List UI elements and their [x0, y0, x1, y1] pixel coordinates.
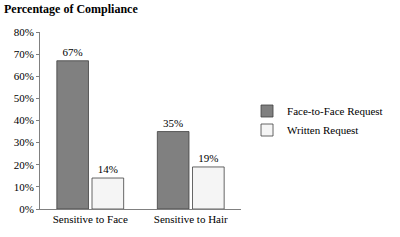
svg-text:40%: 40% [14, 114, 34, 126]
svg-text:70%: 70% [14, 48, 34, 60]
svg-text:50%: 50% [14, 92, 34, 104]
svg-text:Percentage of Compliance: Percentage of Compliance [4, 2, 138, 16]
svg-text:19%: 19% [198, 152, 218, 164]
svg-text:35%: 35% [163, 117, 183, 129]
svg-text:Written Request: Written Request [287, 124, 358, 136]
svg-text:80%: 80% [14, 26, 34, 38]
svg-text:20%: 20% [14, 159, 34, 171]
svg-text:67%: 67% [63, 46, 83, 58]
svg-text:60%: 60% [14, 70, 34, 82]
svg-text:0%: 0% [19, 203, 34, 215]
svg-text:14%: 14% [98, 163, 118, 175]
svg-text:30%: 30% [14, 136, 34, 148]
svg-text:Sensitive to Face: Sensitive to Face [53, 213, 128, 225]
svg-text:Sensitive to Hair: Sensitive to Hair [154, 213, 228, 225]
svg-text:Face-to-Face Request: Face-to-Face Request [287, 105, 383, 117]
svg-text:10%: 10% [14, 181, 34, 193]
